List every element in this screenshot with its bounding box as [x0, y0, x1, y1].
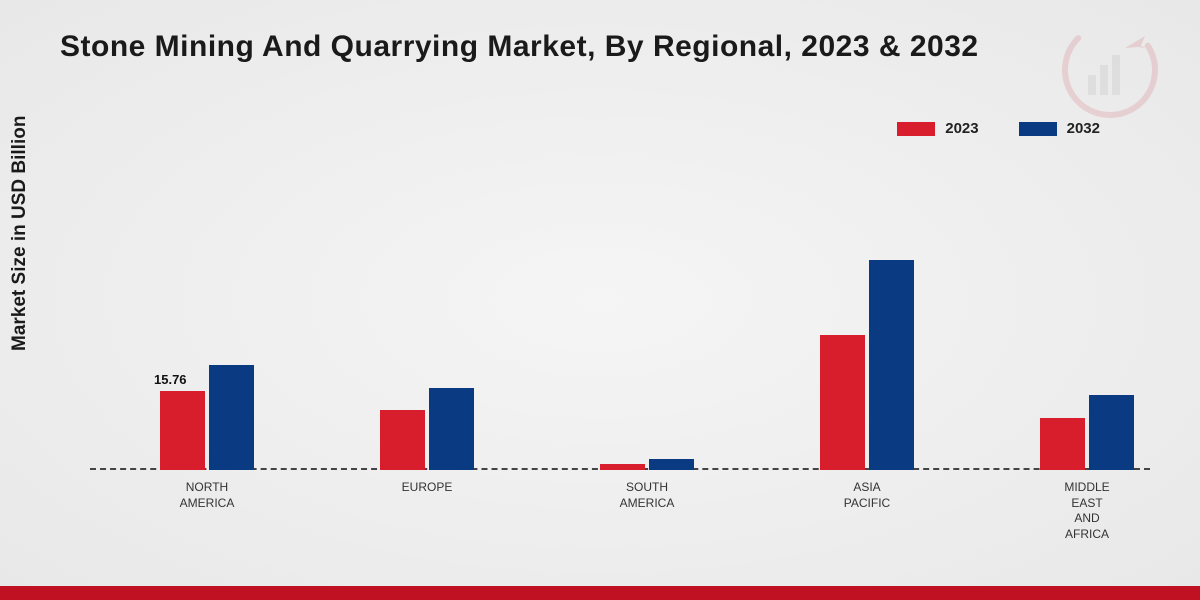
watermark-logo-icon: [1040, 20, 1160, 120]
bar: [600, 464, 645, 470]
category-label: MIDDLEEASTANDAFRICA: [1017, 480, 1157, 542]
bar-group: ASIAPACIFIC: [820, 260, 914, 470]
chart-legend: 2023 2032: [897, 120, 1100, 137]
bar: [820, 335, 865, 470]
bar: [429, 388, 474, 471]
bar-group: EUROPE: [380, 388, 474, 471]
category-label: NORTHAMERICA: [137, 480, 277, 511]
legend-swatch-2032: [1019, 122, 1057, 136]
y-axis-label: Market Size in USD Billion: [9, 116, 31, 351]
legend-label-2032: 2032: [1067, 120, 1100, 137]
footer-accent-bar: [0, 586, 1200, 600]
bar: [209, 365, 254, 470]
category-label: ASIAPACIFIC: [797, 480, 937, 511]
bar: [869, 260, 914, 470]
bar-group: SOUTHAMERICA: [600, 459, 694, 471]
bar: [649, 459, 694, 471]
category-label: SOUTHAMERICA: [577, 480, 717, 511]
bar: [160, 391, 205, 470]
legend-label-2023: 2023: [945, 120, 978, 137]
legend-item-2023: 2023: [897, 120, 978, 137]
chart-plot-area: NORTHAMERICAEUROPESOUTHAMERICAASIAPACIFI…: [90, 170, 1150, 470]
bar: [1040, 418, 1085, 471]
bar: [1089, 395, 1134, 470]
bar: [380, 410, 425, 470]
category-label: EUROPE: [357, 480, 497, 496]
bar-group: MIDDLEEASTANDAFRICA: [1040, 395, 1134, 470]
value-label: 15.76: [154, 372, 187, 387]
chart-title: Stone Mining And Quarrying Market, By Re…: [60, 30, 979, 64]
legend-item-2032: 2032: [1019, 120, 1100, 137]
legend-swatch-2023: [897, 122, 935, 136]
